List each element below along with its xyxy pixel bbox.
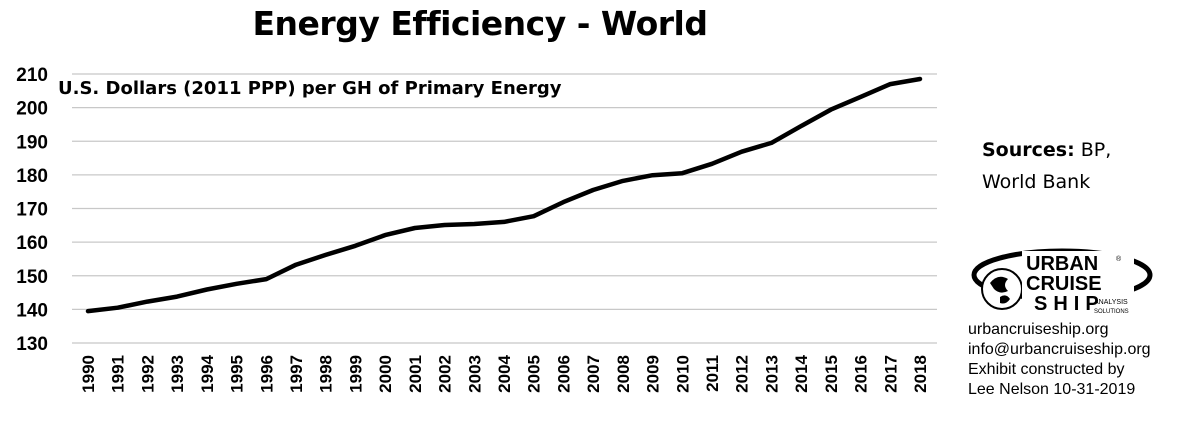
x-tick-label: 2012 <box>733 355 752 393</box>
x-tick-label: 1991 <box>109 355 128 393</box>
logo-line-3: SHIP <box>1034 293 1105 315</box>
x-tick-label: 2018 <box>911 355 930 393</box>
x-tick-label: 1993 <box>168 355 187 393</box>
series-line-energy-efficiency <box>85 76 923 314</box>
x-tick-label: 2003 <box>465 355 484 393</box>
sources-label: Sources: <box>982 139 1075 161</box>
logo-registered-mark: ® <box>1116 255 1122 263</box>
x-tick-label: 2013 <box>762 355 781 393</box>
urban-cruise-ship-logo: URBAN CRUISE SHIP ® ANALYSIS SOLUTIONS <box>971 248 1153 315</box>
x-tick-label: 2005 <box>525 355 544 393</box>
y-tick-label: 200 <box>16 99 48 120</box>
x-tick-label: 2008 <box>614 355 633 393</box>
x-tick-label: 2001 <box>406 355 425 393</box>
x-tick-label: 1990 <box>79 355 98 393</box>
x-tick-label: 1992 <box>138 355 157 393</box>
line-chart: 130 140 150 160 170 180 190 200 210 1990 1991 1992… <box>16 65 937 393</box>
logo-line-2: CRUISE <box>1026 273 1102 295</box>
x-tick-label: 2002 <box>436 355 455 393</box>
x-tick-label: 2010 <box>673 355 692 393</box>
x-tick-label: 2006 <box>554 355 573 393</box>
credits: urbancruiseship.org info@urbancruiseship… <box>968 320 1151 400</box>
y-tick-label: 140 <box>16 300 48 321</box>
x-tick-label: 1994 <box>198 354 217 392</box>
y-tick-label: 160 <box>16 233 48 254</box>
x-tick-label: 2014 <box>792 354 811 392</box>
sources-note: Sources: BP, World Bank <box>982 134 1111 198</box>
x-tick-label: 2017 <box>881 355 900 393</box>
y-tick-label: 190 <box>16 132 48 153</box>
x-tick-label: 2011 <box>703 355 722 392</box>
logo-sub-2: SOLUTIONS <box>1094 309 1129 315</box>
x-tick-label: 2015 <box>822 355 841 393</box>
x-tick-label: 2016 <box>852 355 871 393</box>
x-tick-label: 1997 <box>287 355 306 393</box>
x-tick-label: 2000 <box>376 355 395 393</box>
credits-website: urbancruiseship.org <box>968 321 1109 338</box>
y-axis-label: U.S. Dollars (2011 PPP) per GH of Primar… <box>58 78 562 99</box>
y-tick-label: 130 <box>16 334 48 355</box>
x-axis-ticks: 1990 1991 1992 1993 1994 1995 1996 1997 1998 1999… <box>79 354 930 392</box>
x-tick-label: 2009 <box>644 355 663 393</box>
logo-sub-1: ANALYSIS <box>1094 299 1128 306</box>
y-tick-label: 210 <box>16 65 48 86</box>
sources-text-2: World Bank <box>982 171 1091 193</box>
y-tick-label: 150 <box>16 267 48 288</box>
x-tick-label: 1999 <box>346 355 365 393</box>
y-axis-ticks: 130 140 150 160 170 180 190 200 210 <box>16 65 48 355</box>
logo-line-1: URBAN <box>1026 253 1098 275</box>
y-tick-label: 180 <box>16 166 48 187</box>
y-tick-label: 170 <box>16 200 48 221</box>
x-tick-label: 2004 <box>495 354 514 392</box>
grid-lines <box>72 73 937 344</box>
x-tick-label: 1995 <box>228 355 247 393</box>
x-tick-label: 1996 <box>257 355 276 393</box>
x-tick-label: 2007 <box>584 355 603 393</box>
sources-text: BP, <box>1080 139 1112 161</box>
chart-title: Energy Efficiency - World <box>252 4 708 43</box>
x-tick-label: 1998 <box>317 355 336 393</box>
credits-email: info@urbancruiseship.org <box>968 341 1151 358</box>
credits-author: Lee Nelson 10-31-2019 <box>968 381 1136 398</box>
credits-constructed: Exhibit constructed by <box>968 361 1125 378</box>
